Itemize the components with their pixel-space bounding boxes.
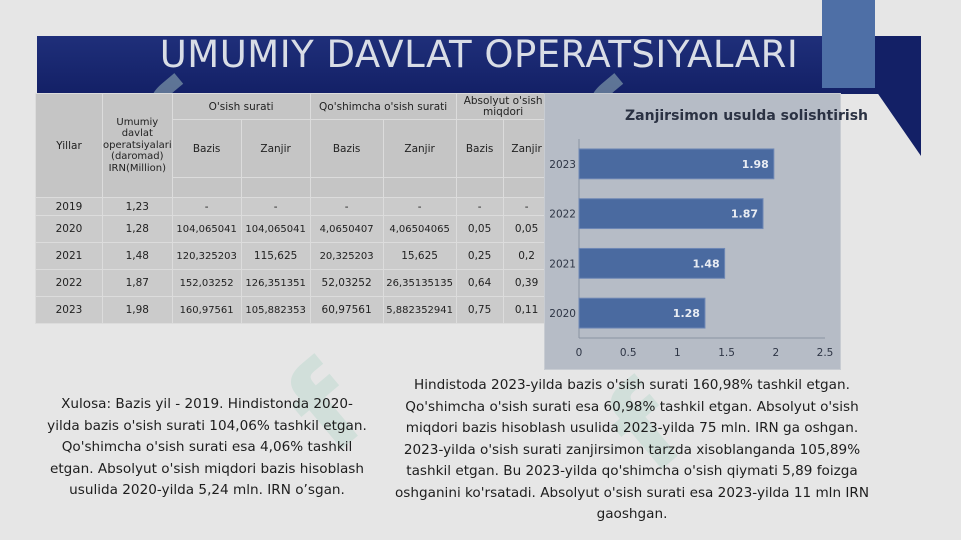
value-cell: 160,97561 (171, 296, 242, 324)
bar (578, 148, 775, 180)
value-cell: - (240, 197, 311, 216)
value-cell: - (455, 197, 504, 216)
value-cell: 120,325203 (171, 242, 242, 270)
table-row: 2020 1,28 104,065041 104,065041 4,0650407 4,0… (35, 215, 551, 243)
value-cell: 0,75 (455, 296, 504, 324)
conclusion-left: Xulosa: Bazis yil - 2019. Hindistonda 20… (47, 396, 367, 498)
year-cell: 2022 (35, 269, 103, 297)
header-zanjir: Zanjir (240, 119, 311, 178)
x-tick-label: 1.5 (718, 347, 735, 359)
value-cell: 0,11 (502, 296, 551, 324)
header-gdp: Umumiy davlat operatsiyalari (daromad) I… (102, 93, 173, 198)
value-cell: 0,2 (502, 242, 551, 270)
year-cell: 2023 (35, 296, 103, 324)
value-cell: 0,64 (455, 269, 504, 297)
title-band (37, 36, 921, 94)
value-cell: 15,625 (382, 242, 457, 270)
table-row: 2023 1,98 160,97561 105,882353 60,97561 5,882… (35, 296, 551, 324)
value-cell: 1,28 (102, 215, 173, 243)
value-cell: 115,625 (240, 242, 311, 270)
value-cell: 1,48 (102, 242, 173, 270)
header-bazis: Bazis (171, 119, 242, 178)
chart-svg: 0 0.5 1 1.5 2 2.5 1.28 2020 1.48 2021 1.87 2022 1.98… (549, 139, 834, 359)
conclusion-right: Hindistoda 2023-yilda bazis o'sish surat… (394, 377, 870, 522)
header-bazis: Bazis (455, 119, 504, 178)
x-tick-label: 2.5 (817, 347, 834, 359)
value-cell: 0,05 (455, 215, 504, 243)
bar (578, 297, 706, 329)
value-cell: 20,325203 (309, 242, 384, 270)
x-tick-label: 0 (576, 347, 583, 359)
header-added-growth: Qo'shimcha o'sish surati (309, 93, 457, 120)
bar-data-label: 1.28 (673, 307, 700, 320)
value-cell: 126,351351 (240, 269, 311, 297)
slide-title: UMUMIY DAVLAT OPERATSIYALARI (159, 33, 799, 76)
header-bazis: Bazis (309, 119, 384, 178)
value-cell: 60,97561 (309, 296, 384, 324)
bar-chart: Zanjirsimon usulda solishtirish 0 0.5 1 1.5… (544, 93, 868, 370)
value-cell: - (382, 197, 457, 216)
year-cell: 2021 (35, 242, 103, 270)
header-years: Yillar (35, 93, 103, 198)
bar-data-label: 1.48 (692, 257, 719, 270)
value-cell: 4,06504065 (382, 215, 457, 243)
table-row: 2021 1,48 120,325203 115,625 20,325203 15,625… (35, 242, 551, 270)
value-cell: - (309, 197, 384, 216)
y-tick-label: 2023 (549, 159, 576, 171)
value-cell: 0,25 (455, 242, 504, 270)
bar-data-label: 1.98 (742, 158, 769, 171)
table-row: 2022 1,87 152,03252 126,351351 52,03252 26,35… (35, 269, 551, 297)
bar-data-label: 1.87 (731, 208, 758, 221)
header-growth-rate: O'sish surati (171, 93, 311, 120)
table-row: 2019 1,23- - - - - - (35, 197, 551, 216)
y-tick-label: 2021 (549, 258, 576, 270)
x-tick-label: 0.5 (620, 347, 637, 359)
bar (578, 247, 726, 279)
value-cell: - (171, 197, 242, 216)
value-cell: 105,882353 (240, 296, 311, 324)
year-cell: 2020 (35, 215, 103, 243)
value-cell: 26,35135135 (382, 269, 457, 297)
header-zanjir: Zanjir (382, 119, 457, 178)
value-cell: 4,0650407 (309, 215, 384, 243)
value-cell: 52,03252 (309, 269, 384, 297)
value-cell: 104,065041 (240, 215, 311, 243)
value-cell: 5,882352941 (382, 296, 457, 324)
accent-bar (822, 0, 875, 88)
value-cell: 104,065041 (171, 215, 242, 243)
data-table: Yillar Umumiy davlat operatsiyalari (dar… (35, 93, 551, 324)
chart-title: Zanjirsimon usulda solishtirish (625, 108, 868, 124)
bar (578, 198, 764, 230)
year-cell: 2019 (35, 197, 103, 216)
x-tick-label: 1 (674, 347, 681, 359)
value-cell: 1,87 (102, 269, 173, 297)
y-tick-label: 2022 (549, 209, 576, 221)
y-tick-label: 2020 (549, 308, 576, 320)
x-tick-label: 2 (772, 347, 779, 359)
header-absolute: Absolyut o'sish miqdori (455, 93, 551, 120)
value-cell: 1,23 (102, 197, 173, 216)
value-cell: 152,03252 (171, 269, 242, 297)
value-cell: 1,98 (102, 296, 173, 324)
value-cell: 0,05 (502, 215, 551, 243)
